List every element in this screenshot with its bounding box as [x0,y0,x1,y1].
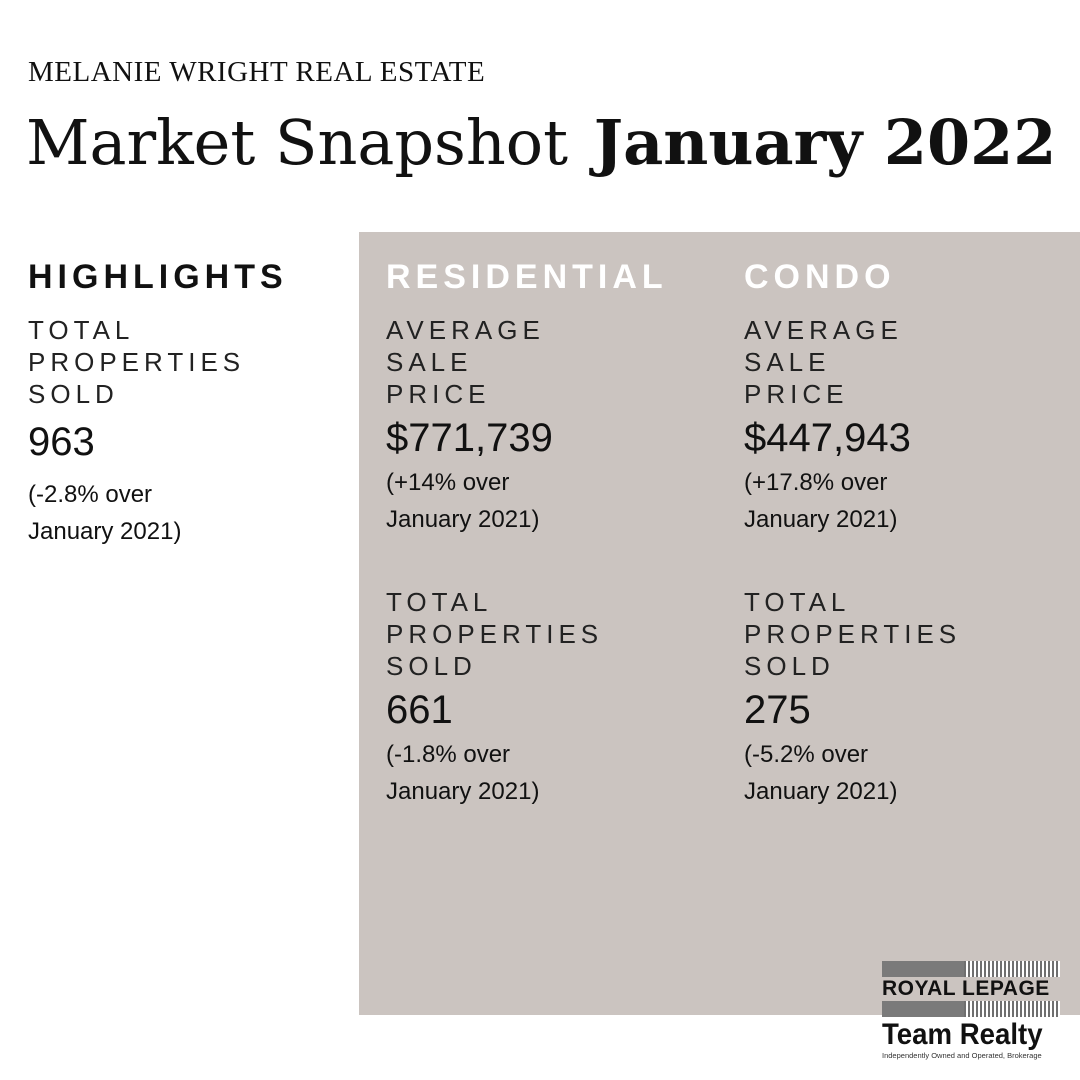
residential-price-change: (+14% over January 2021) [386,469,540,533]
residential-heading: RESIDENTIAL [386,258,668,296]
residential-sold-change: (-1.8% over January 2021) [386,741,540,805]
residential-sold-value: 661 [386,688,453,732]
condo-price-label: AVERAGE SALE PRICE [744,315,903,409]
condo-price-change: (+17.8% over January 2021) [744,469,898,533]
logo-brand-text: ROYAL LEPAGE [882,977,1050,1000]
condo-heading: CONDO [744,258,896,296]
brand-name: MELANIE WRIGHT REAL ESTATE [28,56,486,88]
residential-price-label: AVERAGE SALE PRICE [386,315,545,409]
logo-bars-bottom [882,1001,1060,1017]
logo-team-text: Team Realty [882,1018,1043,1051]
condo-price-value: $447,943 [744,416,911,460]
condo-sold-label: TOTAL PROPERTIES SOLD [744,587,962,681]
logo-bars-top [882,961,1060,977]
logo-tagline: Independently Owned and Operated, Broker… [882,1051,1042,1060]
page-title: Market Snapshot January 2022 [26,106,1056,179]
condo-column: CONDO AVERAGE SALE PRICE $447,943 (+17.8… [744,260,1064,810]
stats-panel [359,232,1080,1015]
highlights-sold-value: 963 [28,420,95,464]
highlights-column: HIGHLIGHTS TOTAL PROPERTIES SOLD 963 (-2… [28,260,348,550]
title-bold: January 2022 [593,106,1057,179]
highlights-sold-label: TOTAL PROPERTIES SOLD [28,315,246,409]
condo-sold-change: (-5.2% over January 2021) [744,741,898,805]
condo-sold-value: 275 [744,688,811,732]
residential-column: RESIDENTIAL AVERAGE SALE PRICE $771,739 … [386,260,716,810]
title-regular: Market Snapshot [26,106,569,179]
highlights-sold-change: (-2.8% over January 2021) [28,481,182,545]
residential-price-value: $771,739 [386,416,553,460]
highlights-heading: HIGHLIGHTS [28,258,288,296]
residential-sold-label: TOTAL PROPERTIES SOLD [386,587,604,681]
royal-lepage-logo: ROYAL LEPAGE Team Realty Independently O… [882,961,1060,1060]
